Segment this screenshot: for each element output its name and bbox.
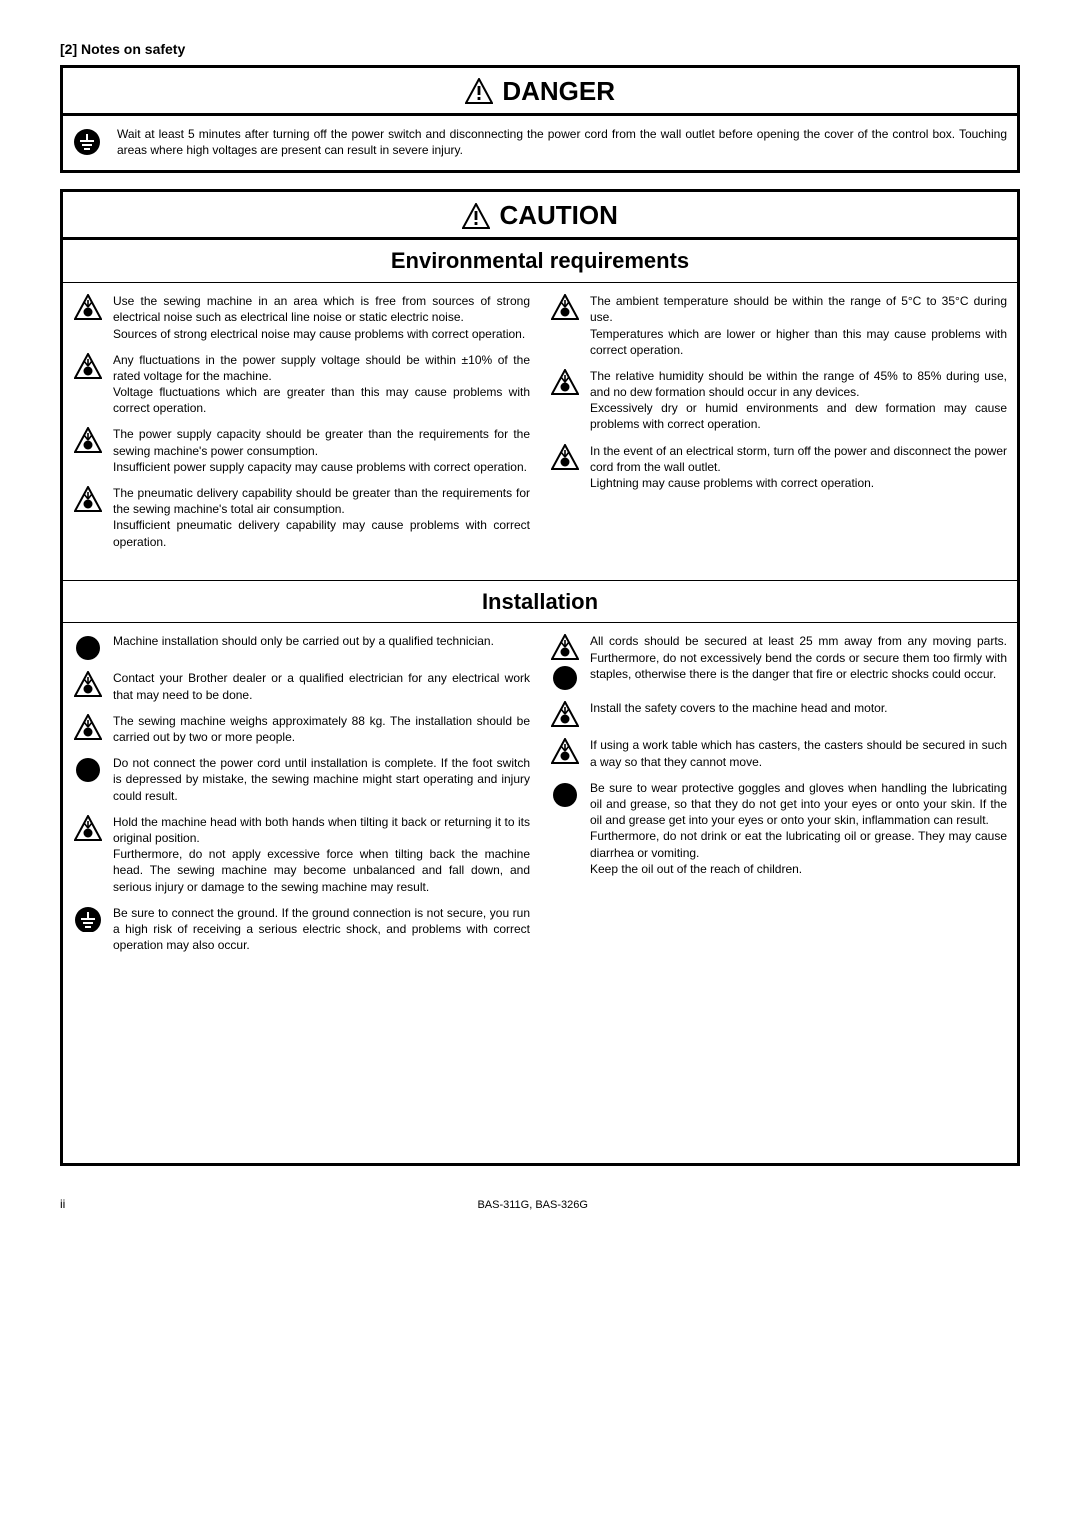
safety-text: Any fluctuations in the power supply vol… (113, 352, 530, 417)
safety-item: The power supply capacity should be grea… (73, 426, 530, 475)
caution-box: CAUTION Environmental requirements Use t… (60, 189, 1020, 1166)
danger-header: DANGER (63, 68, 1017, 113)
safety-text: In the event of an electrical storm, tur… (590, 443, 1007, 492)
env-columns: Use the sewing machine in an area which … (63, 283, 1017, 580)
warning-icon (462, 203, 490, 229)
safety-text: Install the safety covers to the machine… (590, 700, 1007, 727)
footer-model: BAS-311G, BAS-326G (65, 1198, 1000, 1213)
install-columns: Machine installation should only be carr… (63, 623, 1017, 983)
install-title: Installation (63, 580, 1017, 624)
danger-title: DANGER (502, 76, 615, 106)
safety-item: Be sure to wear protective goggles and g… (550, 780, 1007, 877)
hazard-icon (74, 294, 102, 320)
hazard-icon (551, 444, 579, 470)
ground-icon (74, 906, 102, 932)
safety-text: All cords should be secured at least 25 … (590, 633, 1007, 690)
safety-item: Use the sewing machine in an area which … (73, 293, 530, 342)
hazard-icon (74, 427, 102, 453)
safety-text: The sewing machine weighs approximately … (113, 713, 530, 745)
env-title: Environmental requirements (63, 237, 1017, 283)
hazard-icon (74, 671, 102, 697)
section-title: [2] Notes on safety (60, 40, 1020, 59)
safety-text: The ambient temperature should be within… (590, 293, 1007, 358)
danger-text: Wait at least 5 minutes after turning of… (117, 126, 1007, 158)
safety-item: The sewing machine weighs approximately … (73, 713, 530, 745)
hazard-icon (551, 701, 579, 727)
safety-item: Do not connect the power cord until inst… (73, 755, 530, 804)
safety-text: Use the sewing machine in an area which … (113, 293, 530, 342)
safety-item: Be sure to connect the ground. If the gr… (73, 905, 530, 954)
safety-item: The relative humidity should be within t… (550, 368, 1007, 433)
hazard-icon (551, 294, 579, 320)
safety-text: Be sure to connect the ground. If the gr… (113, 905, 530, 954)
safety-item: Any fluctuations in the power supply vol… (73, 352, 530, 417)
hazard-icon (551, 634, 579, 660)
danger-box: DANGER Wait at least 5 minutes after tur… (60, 65, 1020, 173)
circle-icon (551, 664, 579, 690)
ground-icon (73, 126, 103, 158)
safety-item: Hold the machine head with both hands wh… (73, 814, 530, 895)
safety-text: The relative humidity should be within t… (590, 368, 1007, 433)
hazard-icon (74, 486, 102, 512)
safety-item: The pneumatic delivery capability should… (73, 485, 530, 550)
safety-text: Do not connect the power cord until inst… (113, 755, 530, 804)
safety-text: Be sure to wear protective goggles and g… (590, 780, 1007, 877)
circle-icon (74, 756, 102, 782)
safety-item: Contact your Brother dealer or a qualifi… (73, 670, 530, 702)
safety-item: If using a work table which has casters,… (550, 737, 1007, 769)
safety-item: In the event of an electrical storm, tur… (550, 443, 1007, 492)
safety-text: Machine installation should only be carr… (113, 633, 530, 660)
safety-text: The power supply capacity should be grea… (113, 426, 530, 475)
hazard-icon (551, 738, 579, 764)
caution-title: CAUTION (499, 200, 617, 230)
safety-item: The ambient temperature should be within… (550, 293, 1007, 358)
page-footer: ii BAS-311G, BAS-326G (60, 1196, 1020, 1212)
safety-text: Hold the machine head with both hands wh… (113, 814, 530, 895)
circle-icon (551, 781, 579, 807)
safety-text: If using a work table which has casters,… (590, 737, 1007, 769)
safety-item: All cords should be secured at least 25 … (550, 633, 1007, 690)
caution-header: CAUTION (63, 192, 1017, 237)
safety-text: Contact your Brother dealer or a qualifi… (113, 670, 530, 702)
warning-icon (465, 78, 493, 104)
safety-item: Install the safety covers to the machine… (550, 700, 1007, 727)
hazard-icon (74, 815, 102, 841)
safety-text: The pneumatic delivery capability should… (113, 485, 530, 550)
hazard-icon (74, 353, 102, 379)
safety-item: Machine installation should only be carr… (73, 633, 530, 660)
hazard-icon (74, 714, 102, 740)
hazard-icon (551, 369, 579, 395)
circle-icon (74, 634, 102, 660)
